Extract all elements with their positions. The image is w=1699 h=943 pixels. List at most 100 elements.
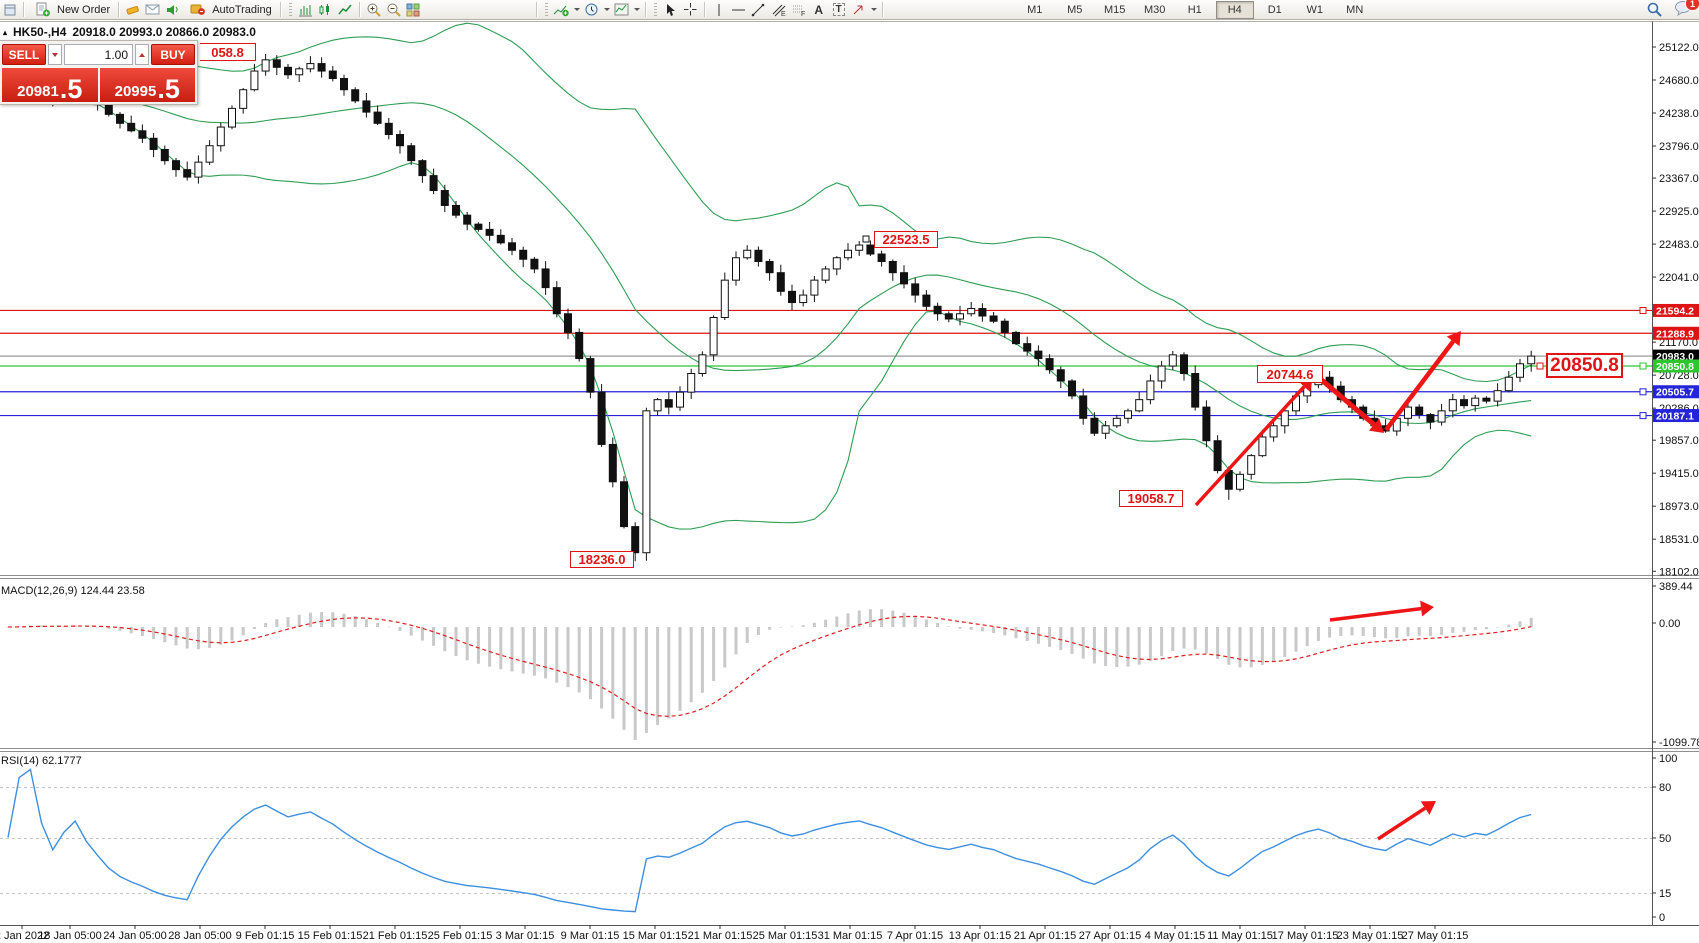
line-handle[interactable]	[1639, 412, 1647, 420]
buy-price-display[interactable]: 20995.5	[99, 68, 195, 102]
bollinger-band	[30, 22, 1532, 383]
svg-text:22483.0: 22483.0	[1659, 239, 1699, 251]
text-tool-icon[interactable]: A	[814, 2, 824, 17]
label-tool-icon[interactable]: T	[829, 2, 849, 18]
cursor-icon[interactable]	[661, 2, 681, 18]
autotrading-button[interactable]: AutoTrading	[183, 1, 277, 19]
crosshair-icon[interactable]	[681, 2, 701, 18]
crayon-icon[interactable]	[123, 2, 143, 18]
svg-text:21170.0: 21170.0	[1659, 337, 1698, 349]
timeframe-button-M15[interactable]: M15	[1104, 3, 1126, 16]
chart-window-icon: ▴	[3, 27, 8, 37]
svg-text:4 May 01:15: 4 May 01:15	[1145, 930, 1206, 942]
price-axis-labels: 25122.0 24680.0 24238.0 23796.0 23367.0 22925…	[1652, 42, 1699, 924]
horizontal-line-tool-icon[interactable]	[729, 2, 749, 18]
svg-text:24680.0: 24680.0	[1659, 75, 1699, 87]
line-handle[interactable]	[1639, 362, 1647, 370]
toolbar-drag-handle[interactable]	[653, 3, 657, 16]
chart-ohlc-header: ▴ HK50-,H4 20918.0 20993.0 20866.0 20983…	[3, 25, 256, 39]
toolbar-drag-handle[interactable]	[544, 3, 548, 16]
svg-text:21 Feb 01:15: 21 Feb 01:15	[363, 930, 428, 942]
svg-text:15: 15	[1659, 888, 1671, 900]
svg-text:389.44: 389.44	[1659, 581, 1693, 593]
svg-text:9 Feb 01:15: 9 Feb 01:15	[236, 930, 295, 942]
price-annotation-box: 19058.7	[1119, 490, 1183, 507]
toolbar-separator	[23, 2, 25, 17]
sell-price-display[interactable]: 20981.5	[2, 68, 98, 102]
chevron-down-icon[interactable]	[603, 8, 610, 11]
svg-text:25122.0: 25122.0	[1659, 42, 1699, 54]
grid-tool-icon[interactable]: F	[789, 2, 809, 18]
periods-clock-icon[interactable]	[582, 2, 602, 18]
volume-input[interactable]	[64, 44, 133, 65]
timeframe-button-M30[interactable]: M30	[1144, 3, 1166, 16]
svg-text:3 Mar 01:15: 3 Mar 01:15	[496, 930, 555, 942]
macd-histogram	[6, 609, 1533, 740]
notifications-button[interactable]: 1	[1674, 0, 1699, 19]
rsi-line	[7, 768, 1532, 913]
timeframe-button-M1[interactable]: M1	[1027, 3, 1043, 16]
macd-signal-line	[7, 615, 1532, 717]
timeframe-button-H1[interactable]: H1	[1187, 3, 1202, 16]
line-handle[interactable]	[1639, 307, 1647, 314]
symbol-period-label: HK50-,H4	[13, 25, 67, 39]
chevron-down-icon[interactable]	[870, 8, 877, 11]
svg-text:17 May 01:15: 17 May 01:15	[1272, 930, 1339, 942]
svg-text:F: F	[801, 11, 805, 17]
mail-icon[interactable]	[143, 2, 163, 18]
template-icon[interactable]	[612, 2, 632, 18]
svg-text:50: 50	[1659, 833, 1671, 845]
toolbar-separator	[279, 2, 282, 17]
toolbar-drag-handle[interactable]	[288, 3, 292, 16]
rsi-indicator-label: RSI(14) 62.1777	[1, 755, 82, 767]
timeframe-button-M5[interactable]: M5	[1067, 3, 1083, 16]
main-toolbar: New Order AutoTrading E F A T M1 M5 M15 M30…	[0, 0, 1699, 20]
sell-button[interactable]: SELL	[2, 44, 46, 65]
zoom-in-icon[interactable]	[364, 2, 384, 18]
trendline-tool-icon[interactable]	[749, 2, 769, 18]
zoom-out-icon[interactable]	[384, 2, 404, 18]
svg-text:21 Apr 01:15: 21 Apr 01:15	[1014, 930, 1076, 942]
timeframe-button-W1[interactable]: W1	[1306, 3, 1323, 16]
svg-text:E: E	[781, 11, 786, 17]
search-icon[interactable]	[1644, 2, 1664, 18]
toolbar-separator	[118, 2, 121, 17]
svg-text:18531.0: 18531.0	[1659, 534, 1699, 546]
bar-chart-icon[interactable]	[296, 2, 316, 18]
svg-text:31 Mar 01:15: 31 Mar 01:15	[818, 930, 883, 942]
svg-text:9 Mar 01:15: 9 Mar 01:15	[561, 930, 620, 942]
svg-text:100: 100	[1659, 753, 1677, 765]
broadcast-icon[interactable]	[163, 2, 183, 18]
line-handle[interactable]	[1536, 362, 1544, 370]
svg-text:-1099.78: -1099.78	[1659, 737, 1699, 749]
svg-text:24 Jan 05:00: 24 Jan 05:00	[103, 930, 167, 942]
timeframe-button-MN[interactable]: MN	[1346, 3, 1364, 16]
horizontal-level-lines[interactable]	[0, 309, 1652, 417]
fibonacci-tool-icon[interactable]: E	[769, 2, 789, 18]
price-annotation-box: 20744.6	[1257, 365, 1323, 383]
triangle-down-icon	[52, 52, 58, 57]
add-indicator-icon[interactable]	[552, 2, 572, 18]
volume-decrease-button[interactable]	[48, 44, 62, 65]
line-chart-icon[interactable]	[336, 2, 356, 18]
arrows-tool-icon[interactable]	[849, 2, 869, 18]
svg-text:0: 0	[1659, 912, 1665, 924]
vertical-line-tool-icon[interactable]	[709, 2, 729, 18]
trend-arrows	[1194, 331, 1461, 841]
tile-windows-icon[interactable]	[404, 2, 424, 18]
line-handle[interactable]	[1639, 388, 1647, 396]
chevron-down-icon[interactable]	[573, 8, 580, 11]
price-annotation-box: 22523.5	[874, 231, 938, 248]
buy-button[interactable]: BUY	[151, 44, 195, 65]
volume-increase-button[interactable]	[135, 44, 149, 65]
svg-text:18973.0: 18973.0	[1659, 501, 1699, 513]
new-order-button[interactable]: New Order	[28, 1, 115, 19]
svg-text:23796.0: 23796.0	[1659, 141, 1699, 153]
svg-text:23 May 01:15: 23 May 01:15	[1337, 930, 1404, 942]
line-handle[interactable]	[862, 235, 870, 243]
candlestick-chart-icon[interactable]	[316, 2, 336, 18]
svg-text:24238.0: 24238.0	[1659, 108, 1699, 120]
chevron-down-icon[interactable]	[633, 8, 640, 11]
timeframe-button-D1[interactable]: D1	[1267, 3, 1282, 16]
timeframe-button-H4[interactable]: H4	[1215, 0, 1254, 19]
